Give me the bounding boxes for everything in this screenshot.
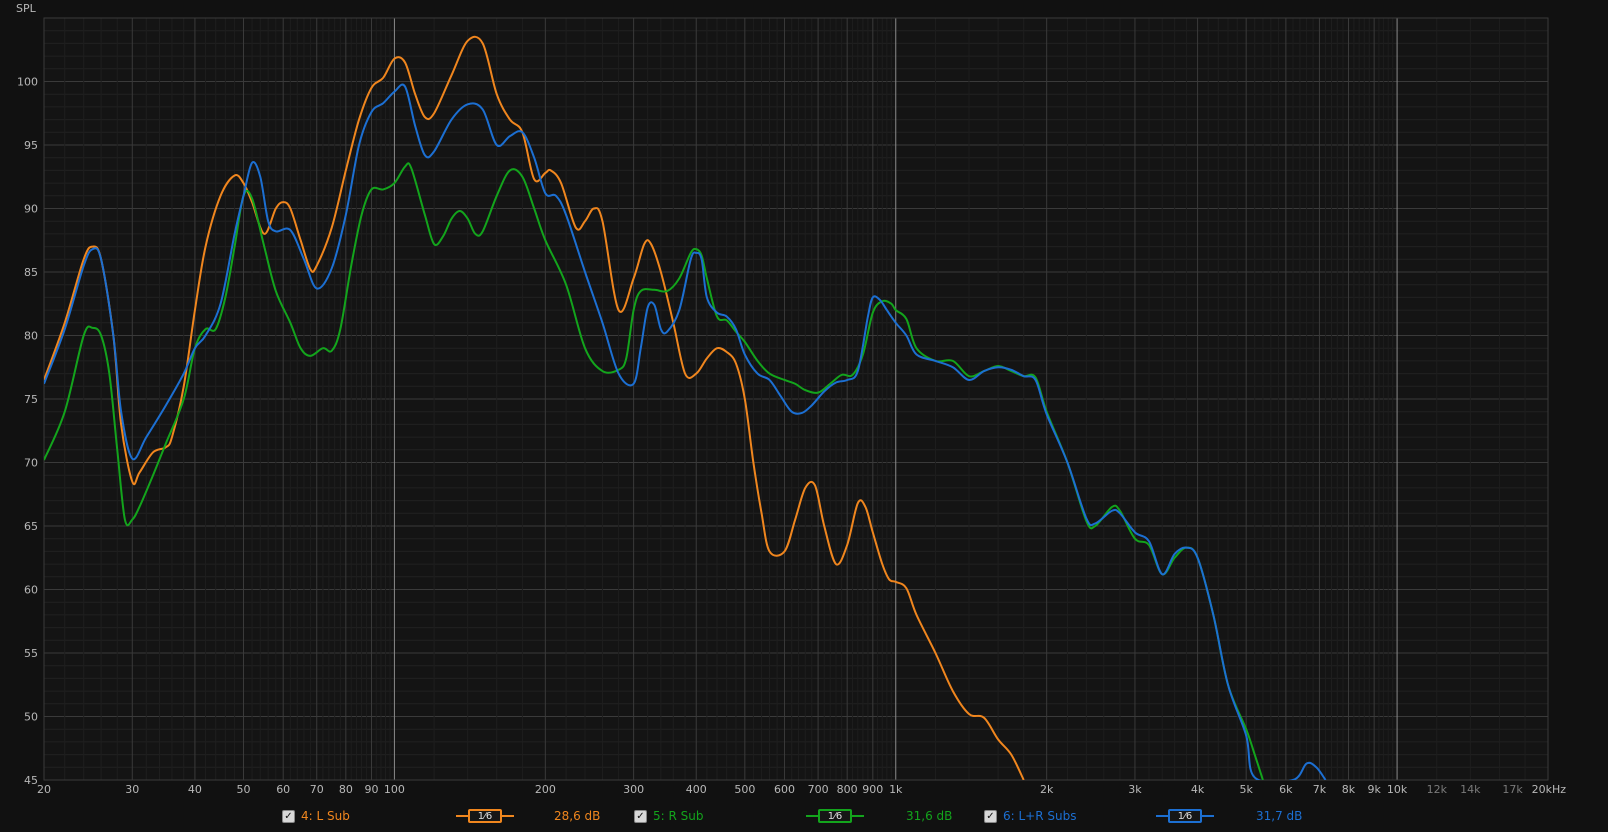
y-tick-labels: 45 50 55 60 65 70 75 80 85 90 95 100 [17, 76, 38, 788]
smoothing-r-sub[interactable]: 1⁄6 [806, 809, 864, 823]
y-tick-label: 90 [24, 203, 38, 216]
series-line-1 [44, 35, 1025, 780]
x-tick-label: 12k [1427, 783, 1448, 796]
x-tick-label: 5k [1239, 783, 1253, 796]
x-tick-label: 1k [889, 783, 903, 796]
x-tick-label: 70 [310, 783, 324, 796]
checkbox-l-sub[interactable]: ✓ [282, 809, 295, 823]
x-tick-label: 100 [384, 783, 405, 796]
x-tick-label: 60 [276, 783, 290, 796]
y-axis-label: SPL [16, 2, 37, 15]
y-tick-label: 75 [24, 393, 38, 406]
y-tick-label: 65 [24, 520, 38, 533]
y-tick-label: 95 [24, 139, 38, 152]
y-tick-label: 60 [24, 584, 38, 597]
y-tick-label: 70 [24, 457, 38, 470]
x-tick-label: 90 [364, 783, 378, 796]
legend-label: 4: L Sub [301, 809, 350, 823]
x-tick-label: 6k [1279, 783, 1293, 796]
x-tick-label: 4k [1191, 783, 1205, 796]
x-tick-label: 20kHz [1532, 783, 1567, 796]
smoothing-value[interactable]: 1⁄6 [1168, 809, 1202, 823]
x-tick-label: 14k [1460, 783, 1481, 796]
legend-item-lr-subs[interactable]: ✓ 6: L+R Subs [984, 807, 1076, 825]
legend-label: 5: R Sub [653, 809, 704, 823]
smoothing-value[interactable]: 1⁄6 [468, 809, 502, 823]
x-tick-label: 7k [1313, 783, 1327, 796]
series-lines [44, 35, 1327, 780]
x-tick-label: 10k [1387, 783, 1408, 796]
x-tick-label: 8k [1342, 783, 1356, 796]
legend-label: 6: L+R Subs [1003, 809, 1077, 823]
x-tick-label: 700 [808, 783, 829, 796]
smoothing-lr-subs[interactable]: 1⁄6 [1156, 809, 1214, 823]
spl-chart: 45 50 55 60 65 70 75 80 85 90 95 100 20 30 40 50 60 70 80… [16, 2, 1566, 796]
x-tick-label: 500 [734, 783, 755, 796]
x-tick-labels: 20 30 40 50 60 70 80 90 100 200 300 400 500 600 700 800… [37, 783, 1566, 796]
y-tick-label: 100 [17, 76, 38, 89]
legend-item-r-sub[interactable]: ✓ 5: R Sub [634, 807, 703, 825]
x-tick-label: 80 [339, 783, 353, 796]
y-tick-label: 85 [24, 266, 38, 279]
x-tick-label: 50 [237, 783, 251, 796]
legend-bar: ✓ 4: L Sub 1⁄6 28,6 dB ✓ 5: R Sub 1⁄6 31… [0, 800, 1608, 832]
checkbox-r-sub[interactable]: ✓ [634, 809, 647, 823]
checkbox-lr-subs[interactable]: ✓ [984, 809, 997, 823]
smoothing-value[interactable]: 1⁄6 [818, 809, 852, 823]
x-tick-label: 17k [1502, 783, 1523, 796]
x-tick-label: 200 [535, 783, 556, 796]
x-tick-label: 900 [862, 783, 883, 796]
smoothing-l-sub[interactable]: 1⁄6 [456, 809, 514, 823]
level-lr-subs: 31,7 dB [1256, 809, 1303, 823]
grid [43, 17, 1549, 781]
y-tick-label: 50 [24, 711, 38, 724]
level-r-sub: 31,6 dB [906, 809, 953, 823]
level-l-sub: 28,6 dB [554, 809, 601, 823]
x-tick-label: 40 [188, 783, 202, 796]
x-tick-label: 2k [1040, 783, 1054, 796]
y-tick-label: 55 [24, 647, 38, 660]
x-tick-label: 9k [1367, 783, 1381, 796]
x-tick-label: 600 [774, 783, 795, 796]
series-line-3 [44, 83, 1327, 780]
x-tick-label: 20 [37, 783, 51, 796]
x-tick-label: 30 [125, 783, 139, 796]
x-tick-label: 400 [686, 783, 707, 796]
legend-item-l-sub[interactable]: ✓ 4: L Sub [282, 807, 350, 825]
y-tick-label: 45 [24, 774, 38, 787]
y-tick-label: 80 [24, 330, 38, 343]
plot-border [43, 17, 1549, 781]
x-tick-label: 3k [1128, 783, 1142, 796]
x-tick-label: 800 [837, 783, 858, 796]
x-tick-label: 300 [623, 783, 644, 796]
